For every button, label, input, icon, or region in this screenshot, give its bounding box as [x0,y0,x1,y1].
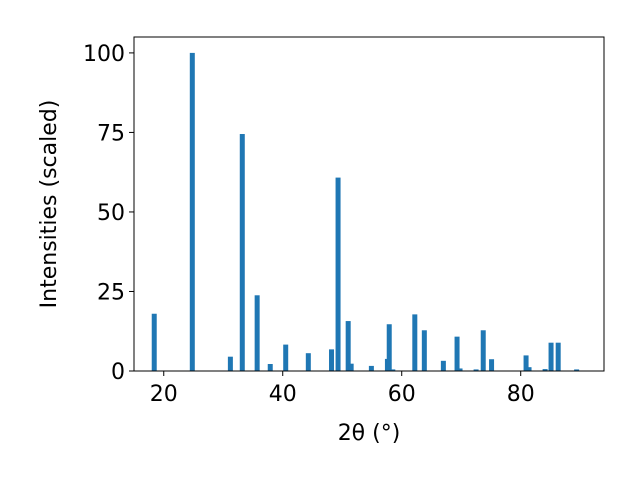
y-tick-label: 50 [97,201,125,226]
bar [227,356,233,371]
bar [440,360,446,371]
y-tick-label: 100 [83,42,125,67]
x-axis-label: 2θ (°) [338,421,401,446]
bar [574,369,580,371]
bar [368,365,374,371]
bars-group [151,52,580,372]
x-tick-label: 40 [269,382,297,407]
bar [239,134,245,371]
bar [254,295,260,371]
bar [523,355,529,371]
bar [555,342,561,371]
bar [489,359,495,371]
x-tick-label: 60 [388,382,416,407]
y-tick-label: 25 [97,280,125,305]
bar [473,369,479,371]
y-axis-ticks: 0 25 50 75 100 [83,42,134,385]
bar [548,342,554,371]
y-axis-label: Intensities (scaled) [37,100,62,309]
bar [345,321,351,371]
bar [283,344,289,371]
bar [189,52,195,372]
bar [480,330,486,371]
bar [335,177,341,371]
bar [421,330,427,371]
y-tick-label: 0 [111,360,125,385]
bar [151,313,157,371]
bar [457,368,463,371]
plot-frame [133,36,605,372]
bar [454,336,460,371]
y-tick-label: 75 [97,121,125,146]
x-tick-label: 20 [150,382,178,407]
bar [542,369,548,371]
bar [386,324,392,371]
x-tick-label: 80 [507,382,535,407]
x-axis-ticks: 20 40 60 80 [150,371,535,407]
bar [329,349,335,371]
bar [526,367,532,371]
bar [348,363,354,371]
bar [267,364,273,371]
bar [305,353,311,371]
bar [390,369,396,371]
bar [412,314,418,371]
